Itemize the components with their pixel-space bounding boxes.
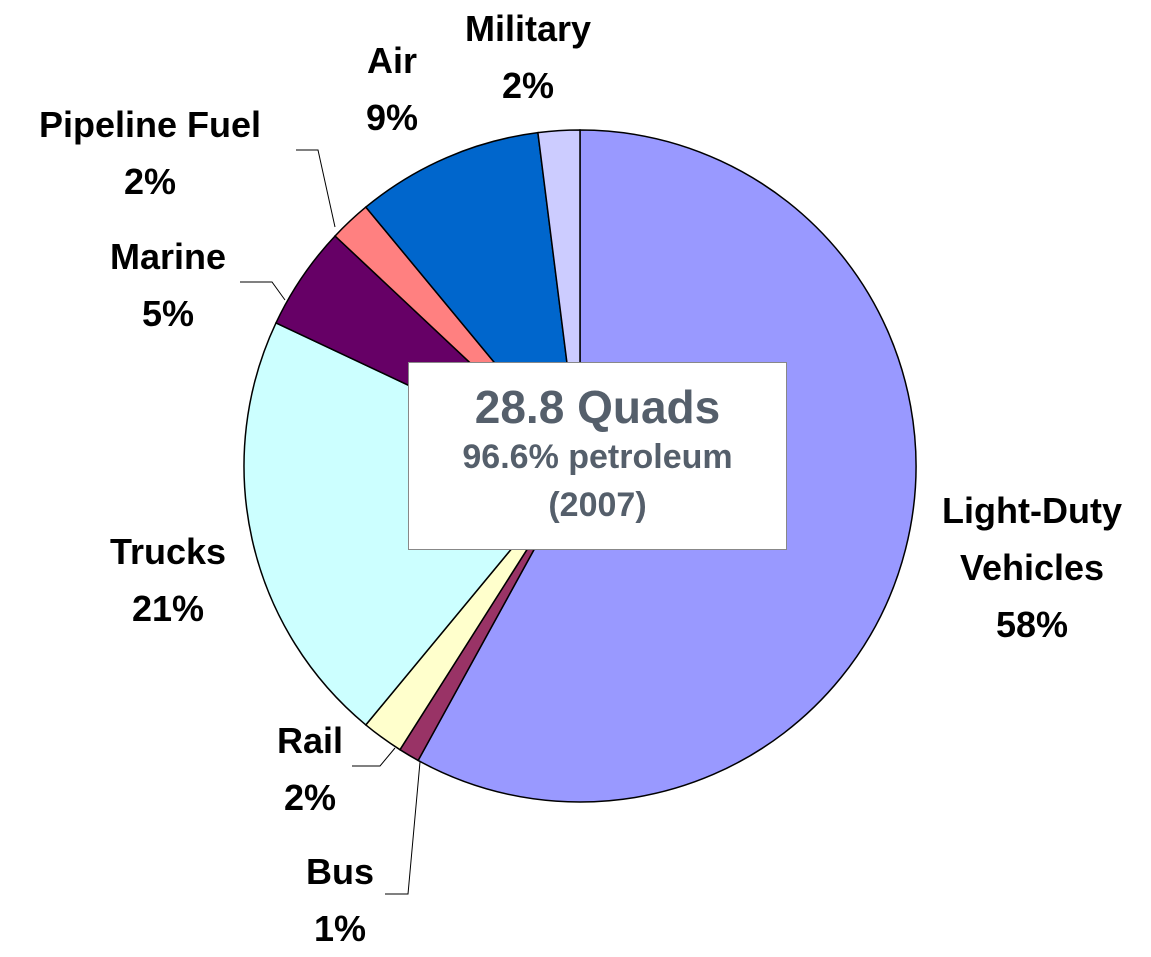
leader-line <box>352 747 396 767</box>
category-label: Trucks <box>109 531 227 572</box>
category-label: Light-Duty Vehicles <box>942 490 1122 588</box>
value-label: 2% <box>123 161 177 202</box>
category-label: Military <box>464 8 592 49</box>
category-label: Pipeline Fuel <box>38 104 262 145</box>
slice-label: Rail 2% <box>277 712 343 826</box>
category-label: Air <box>366 40 417 81</box>
value-label: 5% <box>141 293 195 334</box>
slice-label: Air 9% <box>366 32 418 146</box>
leader-line <box>296 149 336 228</box>
annotation: 96.6% petroleum <box>462 438 733 476</box>
annotation: (2007) <box>548 486 647 524</box>
value-label: 2% <box>283 777 337 818</box>
leader-line <box>385 761 421 895</box>
slice-label: Trucks 21% <box>110 523 226 637</box>
category-label: Marine <box>109 236 227 277</box>
value-label: 9% <box>365 97 419 138</box>
annotation: 28.8 Quads <box>474 381 721 433</box>
slice-label: Light-Duty Vehicles 58% <box>912 482 1151 653</box>
value-label: 2% <box>501 65 555 106</box>
slice-label: Military 2% <box>465 0 591 114</box>
value-label: 1% <box>313 908 367 949</box>
category-label: Bus <box>305 851 375 892</box>
value-label: 58% <box>995 604 1069 645</box>
leader-lines <box>240 149 421 895</box>
slice-label: Pipeline Fuel 2% <box>39 96 261 210</box>
category-label: Rail <box>276 720 344 761</box>
value-label: 21% <box>131 588 205 629</box>
slice-label: Marine 5% <box>110 228 226 342</box>
center-box: 28.8 Quads 96.6% petroleum (2007) <box>408 362 787 550</box>
slice-label: Bus 1% <box>306 843 374 957</box>
leader-line <box>240 281 286 301</box>
